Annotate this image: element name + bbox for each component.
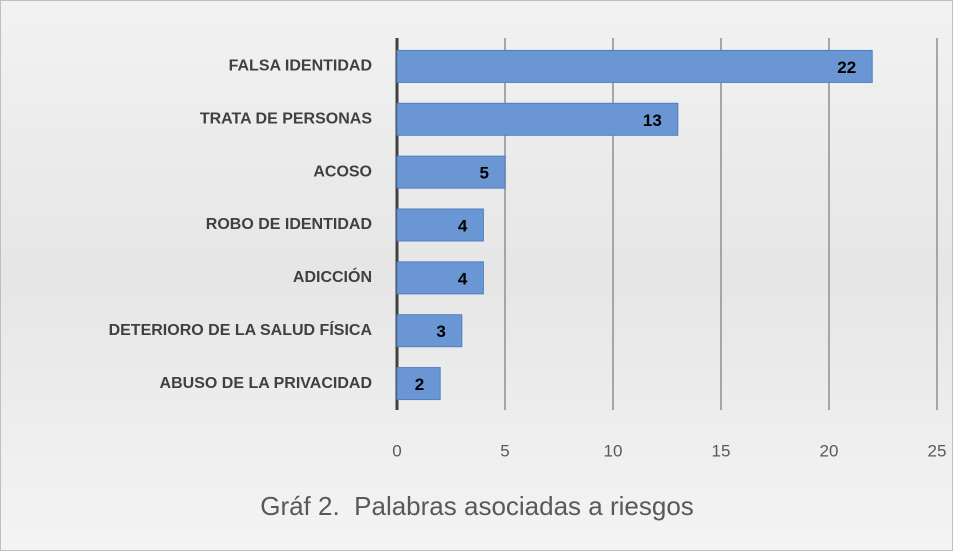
y-tick-label: FALSA IDENTIDAD	[229, 58, 372, 75]
chart-title: Gráf 2. Palabras asociadas a riesgos	[260, 491, 694, 521]
x-tick-label: 10	[604, 441, 623, 460]
y-tick-label: ABUSO DE LA PRIVACIDAD	[160, 375, 372, 392]
data-label: 2	[415, 375, 424, 394]
x-tick-label: 25	[928, 441, 947, 460]
y-tick-label: DETERIORO DE LA SALUD FÍSICA	[109, 320, 373, 339]
data-label: 5	[480, 164, 489, 183]
bar	[396, 314, 463, 348]
bar	[396, 261, 484, 295]
data-label: 3	[436, 322, 445, 341]
y-tick-label: ROBO DE IDENTIDAD	[206, 216, 372, 233]
bar	[396, 155, 506, 189]
x-tick-label: 20	[820, 441, 839, 460]
bar	[396, 49, 873, 83]
x-tick-label: 0	[392, 441, 401, 460]
x-tick-label: 5	[500, 441, 509, 460]
x-tick-label: 15	[712, 441, 731, 460]
y-tick-label: ACOSO	[313, 163, 372, 180]
bar	[396, 102, 679, 136]
bar	[396, 208, 484, 242]
data-label: 22	[837, 58, 856, 77]
data-label: 4	[458, 269, 468, 288]
y-tick-label: ADICCIÓN	[293, 267, 372, 286]
bar	[396, 367, 441, 401]
data-label: 4	[458, 216, 468, 235]
data-label: 13	[643, 111, 662, 130]
y-tick-label: TRATA DE PERSONAS	[200, 111, 372, 128]
